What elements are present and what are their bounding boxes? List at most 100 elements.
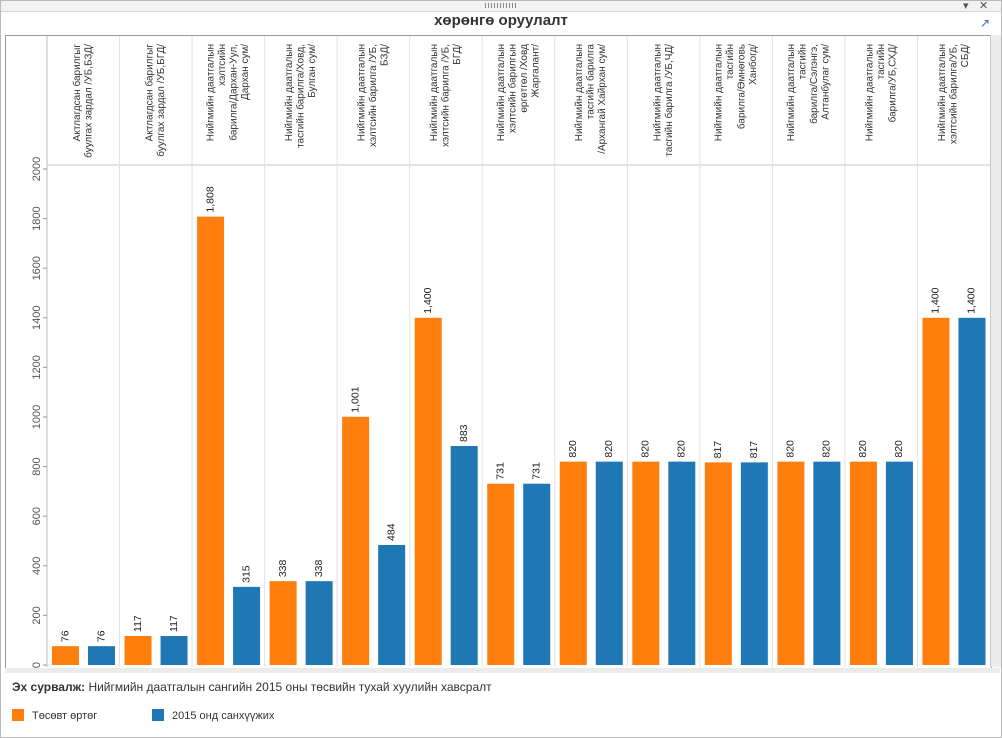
chart-title: хөрөнгө оруулалт [434,12,568,29]
category-label: Нийгмийн даатгалын [357,44,368,141]
category-label: Булган сум/ [307,44,318,98]
data-label: 484 [385,523,397,541]
legend-swatch-planned [12,709,24,721]
legend-item-planned[interactable]: Төсөвт өртөг [12,709,97,722]
category-label: хэлтсийн барилга/УБ, [947,44,959,144]
data-label: 76 [95,630,107,642]
bar-funded [160,635,188,665]
category-label: Нийгмийн даатгалын [652,44,663,141]
category-label: Актлагдсан барилгыг [144,44,156,142]
bar-planned [269,581,297,665]
category-label: тасгийн [798,44,809,79]
category-label: Нийгмийн даатгалын [429,44,440,141]
horizontal-scrollbar[interactable] [5,668,1000,673]
data-label: 820 [893,440,905,458]
category-label: Нийгмийн даатгалын [206,44,217,141]
legend-label-planned: Төсөвт өртөг [32,710,98,722]
bar-funded [450,446,478,665]
drag-grip-icon[interactable] [485,3,517,8]
bar-funded [668,461,696,665]
category-label: хэлтсийн барилга /УБ, [440,44,452,147]
y-tick-label: 1000 [31,405,43,429]
bar-funded [885,461,913,665]
bar-planned [197,216,225,665]
category-label: Алтанбулаг сум/ [820,44,832,120]
category-label: Ханбогд/ [747,44,759,85]
data-label: 731 [495,462,507,480]
data-label: 117 [168,615,180,632]
y-tick-label: 2000 [31,157,43,181]
bar-planned [849,461,877,665]
category-label: тасгийн барилга [585,44,597,120]
data-label: 1,400 [422,287,434,313]
data-label: 820 [857,440,869,458]
category-label: өргөтгөл /Ховд [519,44,530,113]
legend-label-funded: 2015 онд санхүүжих [172,710,275,722]
source-note: Эх сурвалж: Нийгмийн даатгалын сангийн 2… [12,680,492,694]
category-label: Нийгмийн даатгалын [714,44,725,141]
bar-planned [704,462,732,665]
bar-planned [124,635,152,665]
category-label: тасгийн [876,44,887,79]
category-label: хэлтсийн барилгын [506,44,518,133]
bar-planned [487,483,515,665]
data-label: 1,400 [930,287,942,313]
y-tick-label: 0 [31,662,43,668]
data-label: 1,808 [204,186,216,212]
close-icon[interactable]: ✕ [979,0,989,12]
vertical-scrollbar[interactable] [990,35,1001,667]
window-drag-bar[interactable]: ▾ ✕ [1,0,1001,12]
category-label: Нийгмийн даатгалын [284,44,295,141]
category-label: хэлтсийн [217,44,228,86]
category-label: СБД/ [960,44,971,68]
bar-planned [52,646,79,665]
data-label: 820 [567,440,579,458]
category-label: барилга/УБ,СХД/ [886,44,898,123]
y-tick-label: 800 [31,457,43,475]
bar-planned [922,317,950,665]
popout-icon[interactable]: ↗ [979,16,990,30]
data-label: 338 [313,559,325,577]
bar-funded [523,483,551,665]
data-label: 883 [458,424,470,442]
data-label: 817 [712,441,724,459]
y-tick-label: 1400 [31,306,43,330]
data-label: 315 [240,565,252,583]
bar-planned [559,461,587,665]
source-label: Эх сурвалж: [12,680,86,694]
category-label: Нийгмийн даатгалын [496,44,507,141]
category-label: барилга/Өмнөговь [736,44,748,129]
category-label: Нийгмийн даатгалын [864,44,875,141]
category-label: тасгийн барилга/Ховд, [295,44,307,148]
bar-funded [88,646,115,665]
dropdown-arrow-icon[interactable]: ▾ [963,0,969,12]
y-tick-label: 1200 [31,355,43,379]
category-label: БЗД/ [380,44,391,66]
bar-planned [632,461,660,665]
category-label: Актлагдсан барилгыг [71,44,83,142]
bar-funded [595,461,623,665]
bar-funded [233,586,261,665]
category-label: барилга/Дархан-Уул, [228,44,240,141]
category-label: Нийгмийн даатгалын [937,44,948,141]
y-tick-label: 1600 [31,256,43,280]
category-label: буулгах зардал /УБ,БГД/ [155,44,167,157]
y-tick-label: 200 [31,606,43,624]
category-label: Дархан сум/ [240,44,251,100]
category-label: буулгах зардал /УБ,БЗД/ [83,44,95,158]
data-label: 731 [531,462,543,480]
data-label: 117 [132,615,144,632]
data-label: 1,001 [349,386,361,412]
category-label: барилга/Сэлэнгэ, [808,44,820,124]
category-label: Нийгмийн даатгалын [574,44,585,141]
bar-funded [378,544,406,665]
category-label: тасгийн [725,44,736,79]
legend-item-funded[interactable]: 2015 онд санхүүжих [152,709,274,722]
legend-swatch-funded [152,709,164,721]
bar-funded [305,581,333,665]
bar-funded [740,462,768,665]
data-label: 1,400 [966,287,978,313]
data-label: 817 [748,441,760,459]
y-tick-label: 600 [31,507,43,525]
